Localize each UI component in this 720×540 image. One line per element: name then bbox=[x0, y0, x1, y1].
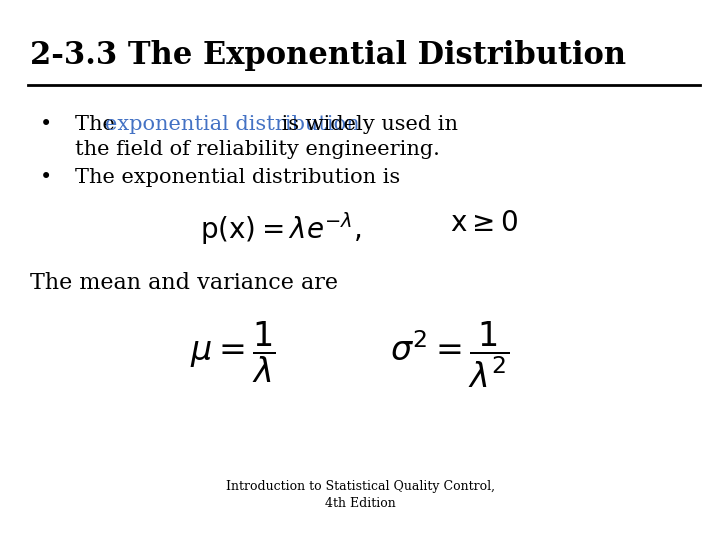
Text: $\sigma^2 = \dfrac{1}{\lambda^2}$: $\sigma^2 = \dfrac{1}{\lambda^2}$ bbox=[390, 320, 510, 390]
Text: •: • bbox=[40, 168, 53, 187]
Text: exponential distribution: exponential distribution bbox=[105, 115, 359, 134]
Text: The mean and variance are: The mean and variance are bbox=[30, 272, 338, 294]
Text: 2-3.3 The Exponential Distribution: 2-3.3 The Exponential Distribution bbox=[30, 40, 626, 71]
Text: the field of reliability engineering.: the field of reliability engineering. bbox=[75, 140, 440, 159]
Text: The: The bbox=[75, 115, 122, 134]
Text: is widely used in: is widely used in bbox=[275, 115, 458, 134]
Text: The exponential distribution is: The exponential distribution is bbox=[75, 168, 400, 187]
Text: Introduction to Statistical Quality Control,
4th Edition: Introduction to Statistical Quality Cont… bbox=[225, 480, 495, 510]
Text: $\mathrm{x} \geq 0$: $\mathrm{x} \geq 0$ bbox=[450, 210, 518, 237]
Text: $\mu = \dfrac{1}{\lambda}$: $\mu = \dfrac{1}{\lambda}$ bbox=[190, 320, 276, 386]
Text: $\mathrm{p(x)} = \lambda e^{-\lambda},$: $\mathrm{p(x)} = \lambda e^{-\lambda},$ bbox=[200, 210, 361, 247]
Text: •: • bbox=[40, 115, 53, 134]
